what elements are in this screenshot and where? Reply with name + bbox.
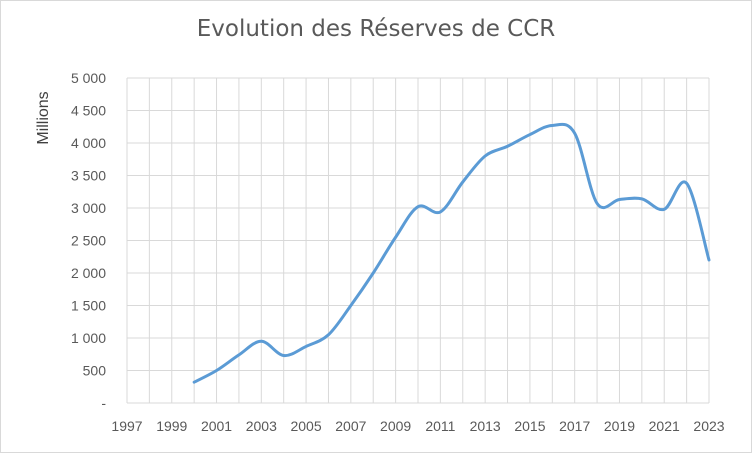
- x-tick-label: 2019: [604, 418, 635, 434]
- y-tick-label: 2 500: [71, 233, 106, 249]
- x-tick-label: 2015: [514, 418, 545, 434]
- chart-title: Evolution des Réserves de CCR: [196, 16, 556, 42]
- y-tick-label: 1 000: [71, 330, 106, 346]
- x-tick-label: 2013: [470, 418, 501, 434]
- x-tick-label: 2001: [201, 418, 232, 434]
- y-tick-label: 3 500: [71, 168, 106, 184]
- x-tick-label: 2009: [380, 418, 411, 434]
- y-tick-label: 4 500: [71, 103, 106, 119]
- series-line: [192, 122, 711, 384]
- x-tick-label: 2003: [246, 418, 277, 434]
- x-tick-label: 2017: [559, 418, 590, 434]
- x-tick-label: 2005: [290, 418, 321, 434]
- x-tick-label: 2007: [335, 418, 366, 434]
- x-tick-label: 2011: [425, 418, 455, 434]
- y-tick-label: 2 000: [71, 265, 106, 281]
- y-tick-label: 5 000: [71, 70, 106, 86]
- x-tick-label: 1997: [111, 418, 142, 434]
- x-tick-label: 1999: [156, 418, 187, 434]
- y-tick-label: 3 000: [71, 200, 106, 216]
- y-axis-label: Millions: [35, 91, 52, 144]
- y-tick-label: -: [101, 395, 106, 411]
- y-tick-label: 500: [83, 363, 107, 379]
- x-tick-label: 2023: [693, 418, 724, 434]
- y-tick-label: 1 500: [71, 298, 106, 314]
- y-tick-label: 4 000: [71, 135, 106, 151]
- x-tick-label: 2021: [649, 418, 680, 434]
